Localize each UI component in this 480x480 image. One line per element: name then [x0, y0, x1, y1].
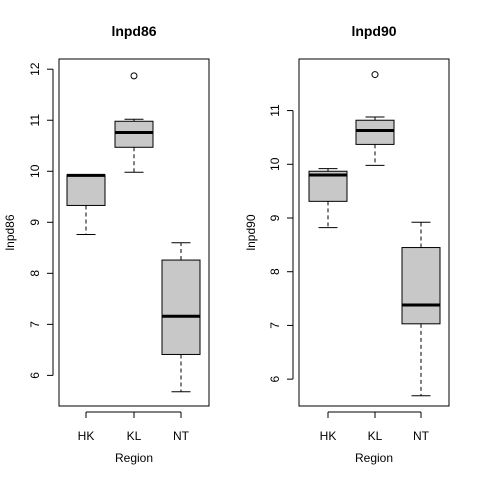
- box-KL: [355, 71, 395, 166]
- panel-lnpd86: lnpd86 6 7 8 9 10 11 12 lnpd86 HK KL NT Region: [3, 23, 210, 465]
- y-tick-label: 9: [28, 219, 42, 226]
- y-tick-label: 11: [28, 114, 42, 127]
- x-axis-title: Region: [355, 451, 393, 465]
- panel-lnpd90: lnpd90 6 7 8 9 10 11 lnpd90 HK KL NT Region: [244, 23, 450, 465]
- plot-frame: [298, 58, 450, 407]
- y-tick-label: 10: [28, 164, 42, 178]
- x-tick-label: KL: [127, 429, 142, 443]
- y-tick-label: 12: [28, 62, 42, 76]
- box-HK: [66, 173, 106, 236]
- outlier-point: [371, 71, 379, 79]
- y-tick-label: 9: [268, 214, 282, 221]
- y-tick-label: 7: [28, 321, 42, 328]
- box-NT: [161, 242, 201, 393]
- x-tick-label: HK: [78, 429, 95, 443]
- y-axis-title: lnpd90: [244, 214, 258, 250]
- y-tick-label: 7: [268, 322, 282, 329]
- y-tick-label: 6: [28, 372, 42, 379]
- y-tick-label: 8: [268, 268, 282, 275]
- y-tick-label: 8: [28, 270, 42, 277]
- x-tick-label: KL: [368, 429, 383, 443]
- y-tick-label: 11: [268, 104, 282, 117]
- box-iqr: [66, 174, 106, 206]
- box-iqr: [355, 119, 395, 145]
- x-tick-label: NT: [173, 429, 190, 443]
- chart-title: lnpd86: [111, 23, 156, 39]
- box-HK: [308, 168, 348, 229]
- x-tick-label: HK: [320, 429, 337, 443]
- box-NT: [401, 221, 441, 397]
- chart-title: lnpd90: [351, 23, 396, 39]
- box-iqr: [161, 259, 201, 355]
- box-KL: [114, 72, 154, 173]
- outlier-point: [130, 72, 138, 80]
- box-iqr: [114, 120, 154, 148]
- plot-frame: [58, 58, 210, 407]
- y-axis-title: lnpd86: [3, 214, 17, 250]
- box-iqr: [401, 247, 441, 325]
- x-tick-label: NT: [413, 429, 430, 443]
- y-tick-label: 6: [268, 375, 282, 382]
- x-axis-title: Region: [115, 451, 153, 465]
- y-tick-label: 10: [268, 157, 282, 171]
